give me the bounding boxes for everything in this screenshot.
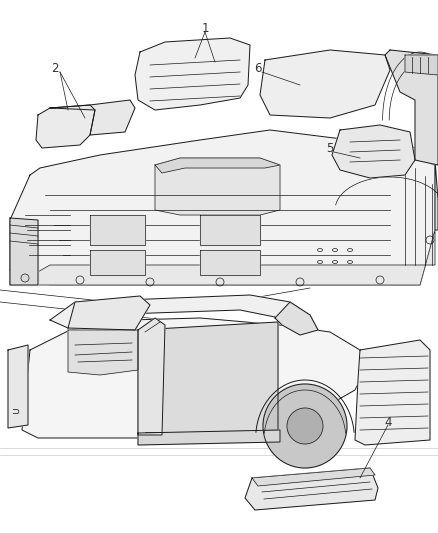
Polygon shape — [385, 50, 438, 165]
Polygon shape — [138, 322, 278, 435]
Polygon shape — [36, 105, 95, 148]
Text: 1: 1 — [201, 21, 209, 35]
Polygon shape — [68, 330, 138, 375]
Polygon shape — [90, 250, 145, 275]
Polygon shape — [200, 215, 260, 245]
Text: 6: 6 — [254, 61, 262, 75]
Text: ⊃: ⊃ — [11, 407, 19, 417]
Polygon shape — [275, 302, 318, 335]
Polygon shape — [68, 296, 150, 330]
Polygon shape — [90, 215, 145, 245]
Polygon shape — [8, 345, 28, 428]
Polygon shape — [405, 55, 438, 75]
Polygon shape — [260, 50, 390, 118]
Text: 2: 2 — [51, 61, 59, 75]
Polygon shape — [50, 295, 318, 330]
Polygon shape — [245, 468, 378, 510]
Text: 5: 5 — [326, 141, 334, 155]
Circle shape — [263, 384, 347, 468]
Polygon shape — [155, 158, 280, 215]
Polygon shape — [10, 130, 435, 285]
Polygon shape — [138, 430, 280, 445]
Polygon shape — [200, 250, 260, 275]
Polygon shape — [332, 125, 415, 178]
Polygon shape — [390, 145, 438, 230]
Polygon shape — [10, 218, 38, 285]
Polygon shape — [50, 100, 135, 135]
Circle shape — [287, 408, 323, 444]
Polygon shape — [355, 340, 430, 445]
Text: 4: 4 — [384, 416, 392, 429]
Polygon shape — [135, 38, 250, 110]
Polygon shape — [138, 318, 165, 435]
Polygon shape — [155, 158, 280, 173]
Polygon shape — [10, 230, 435, 285]
Polygon shape — [252, 468, 375, 486]
Polygon shape — [22, 318, 365, 438]
